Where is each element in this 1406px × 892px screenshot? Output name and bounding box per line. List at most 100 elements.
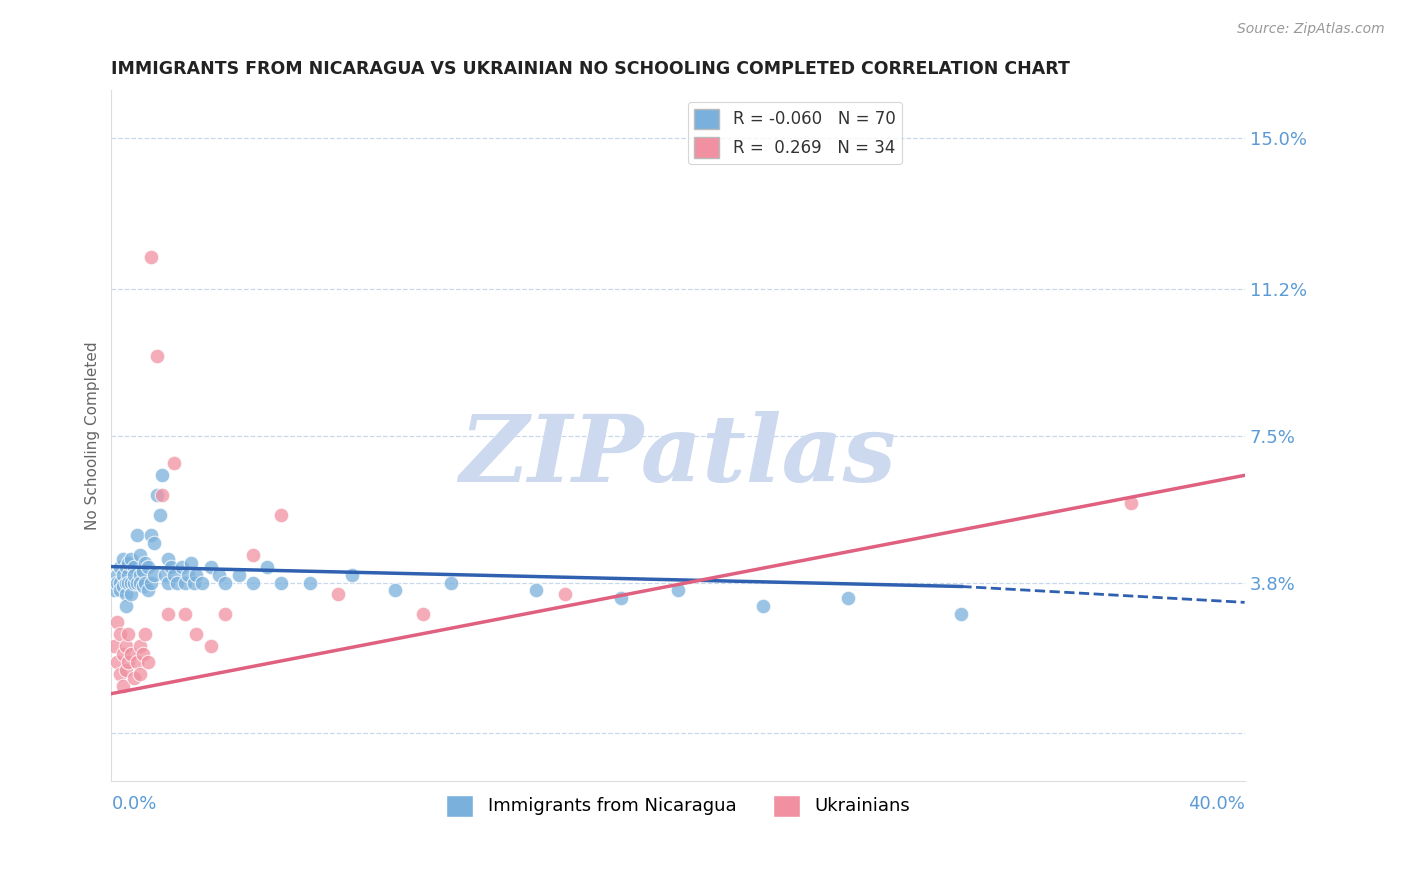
- Point: [103, 639, 125, 653]
- Point: [114, 599, 136, 614]
- Point: [148, 508, 170, 522]
- Point: [131, 564, 153, 578]
- Point: [122, 559, 145, 574]
- Point: [108, 575, 131, 590]
- Point: [183, 575, 205, 590]
- Point: [105, 575, 128, 590]
- Point: [134, 575, 156, 590]
- Point: [214, 607, 236, 622]
- Y-axis label: No Schooling Completed: No Schooling Completed: [86, 342, 100, 530]
- Point: [1121, 496, 1143, 510]
- Point: [172, 559, 194, 574]
- Point: [298, 575, 321, 590]
- Point: [256, 559, 278, 574]
- Point: [208, 567, 231, 582]
- Point: [242, 548, 264, 562]
- Point: [120, 647, 142, 661]
- Text: Source: ZipAtlas.com: Source: ZipAtlas.com: [1237, 22, 1385, 37]
- Point: [270, 508, 292, 522]
- Point: [326, 587, 349, 601]
- Point: [114, 587, 136, 601]
- Point: [136, 655, 159, 669]
- Point: [157, 607, 180, 622]
- Point: [120, 575, 142, 590]
- Point: [125, 655, 148, 669]
- Point: [155, 567, 177, 582]
- Point: [139, 250, 162, 264]
- Point: [214, 575, 236, 590]
- Point: [166, 575, 188, 590]
- Point: [128, 639, 150, 653]
- Point: [174, 575, 197, 590]
- Point: [128, 575, 150, 590]
- Point: [950, 607, 973, 622]
- Point: [105, 615, 128, 630]
- Point: [128, 548, 150, 562]
- Point: [114, 559, 136, 574]
- Point: [131, 579, 153, 593]
- Point: [134, 556, 156, 570]
- Point: [117, 556, 139, 570]
- Point: [111, 551, 134, 566]
- Point: [117, 655, 139, 669]
- Point: [440, 575, 463, 590]
- Point: [145, 488, 167, 502]
- Point: [134, 627, 156, 641]
- Text: 0.0%: 0.0%: [111, 796, 157, 814]
- Point: [122, 575, 145, 590]
- Point: [108, 583, 131, 598]
- Point: [108, 666, 131, 681]
- Point: [157, 575, 180, 590]
- Point: [111, 579, 134, 593]
- Point: [152, 468, 174, 483]
- Point: [117, 575, 139, 590]
- Point: [131, 647, 153, 661]
- Point: [145, 349, 167, 363]
- Point: [120, 551, 142, 566]
- Point: [837, 591, 859, 606]
- Point: [122, 567, 145, 582]
- Point: [228, 567, 250, 582]
- Point: [163, 567, 186, 582]
- Text: IMMIGRANTS FROM NICARAGUA VS UKRAINIAN NO SCHOOLING COMPLETED CORRELATION CHART: IMMIGRANTS FROM NICARAGUA VS UKRAINIAN N…: [111, 60, 1070, 78]
- Point: [152, 488, 174, 502]
- Point: [114, 639, 136, 653]
- Point: [180, 556, 202, 570]
- Point: [752, 599, 775, 614]
- Point: [114, 575, 136, 590]
- Point: [177, 567, 200, 582]
- Point: [270, 575, 292, 590]
- Point: [117, 567, 139, 582]
- Point: [174, 607, 197, 622]
- Point: [610, 591, 633, 606]
- Point: [105, 567, 128, 582]
- Point: [117, 627, 139, 641]
- Text: ZIPatlas: ZIPatlas: [460, 411, 897, 501]
- Point: [191, 575, 214, 590]
- Text: 40.0%: 40.0%: [1188, 796, 1244, 814]
- Point: [142, 567, 165, 582]
- Point: [108, 559, 131, 574]
- Point: [111, 647, 134, 661]
- Point: [142, 536, 165, 550]
- Point: [139, 528, 162, 542]
- Point: [666, 583, 689, 598]
- Point: [128, 666, 150, 681]
- Point: [108, 627, 131, 641]
- Point: [384, 583, 406, 598]
- Point: [157, 551, 180, 566]
- Point: [186, 567, 208, 582]
- Point: [200, 559, 222, 574]
- Point: [128, 567, 150, 582]
- Point: [105, 655, 128, 669]
- Point: [120, 587, 142, 601]
- Point: [122, 671, 145, 685]
- Point: [111, 679, 134, 693]
- Point: [186, 627, 208, 641]
- Point: [412, 607, 434, 622]
- Point: [125, 575, 148, 590]
- Point: [111, 567, 134, 582]
- Point: [242, 575, 264, 590]
- Point: [524, 583, 547, 598]
- Point: [114, 663, 136, 677]
